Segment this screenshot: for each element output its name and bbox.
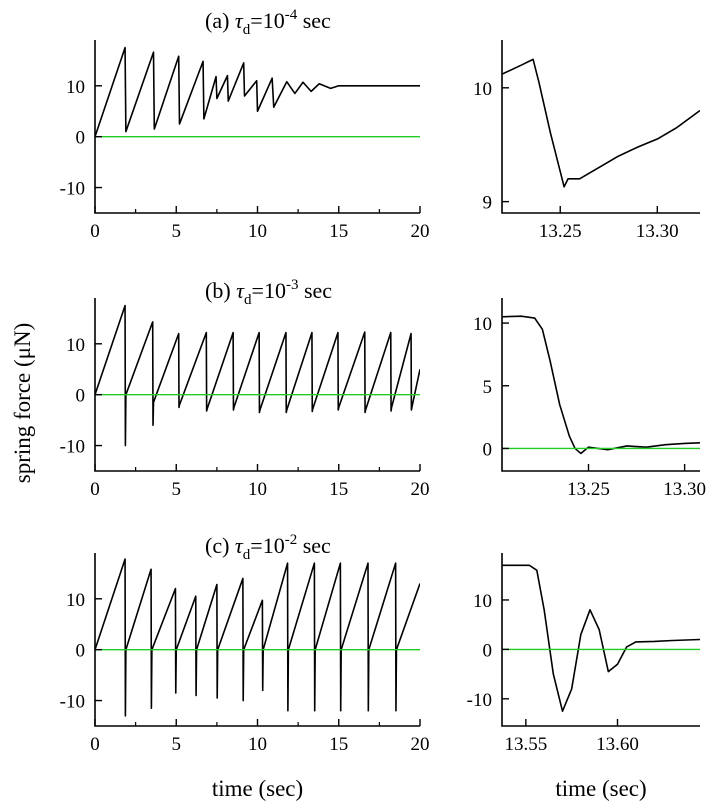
a-main-series-0-force-line	[95, 46, 420, 137]
b-main-y-tick-label: 10	[66, 335, 85, 356]
a-main-x-tick-label: 15	[329, 221, 348, 242]
c-main-series-0-force-line	[95, 558, 420, 717]
c-main-x-axis-label: time (sec)	[212, 776, 303, 801]
b-main-x-tick-label: 0	[90, 479, 100, 500]
b-main-x-tick-label: 5	[172, 479, 182, 500]
c-main-x-tick-label: 0	[90, 734, 100, 755]
a-main-x-tick-label: 20	[411, 221, 430, 242]
a-main-x-tick-label: 5	[172, 221, 182, 242]
b-zoom-y-tick-label: 0	[483, 439, 493, 460]
shared-y-axis-label: spring force (μN)	[10, 323, 35, 484]
a-zoom-y-tick-label: 10	[473, 79, 492, 100]
c-main-y-tick-label: 10	[66, 590, 85, 611]
panel-b-title: (b) τd=10-3 sec	[205, 277, 332, 308]
c-zoom-y-tick-label: 10	[473, 591, 492, 612]
c-main-x-tick-label: 5	[172, 734, 182, 755]
c-zoom-x-tick-label: 13.55	[504, 734, 547, 755]
c-zoom-x-axis-label: time (sec)	[555, 776, 646, 801]
a-main-x-tick-label: 10	[248, 221, 267, 242]
b-main-x-tick-label: 20	[411, 479, 430, 500]
c-main-y-tick-label: -10	[60, 692, 85, 713]
panel-c-zoom-chart: 13.55 13.60 -10 0 10 time (sec)	[467, 553, 700, 801]
a-zoom-x-tick-label: 13.30	[636, 221, 679, 242]
b-main-x-tick-label: 10	[248, 479, 267, 500]
b-zoom-series-0-force-line	[502, 315, 700, 455]
panel-c-title: (c) τd=10-2 sec	[205, 532, 331, 563]
a-main-x-tick-label: 0	[90, 221, 100, 242]
a-zoom-y-tick-label: 9	[483, 193, 493, 214]
panel-b-zoom-chart: 13.25 13.30 0 5 10	[473, 298, 706, 500]
a-main-y-tick-label: 10	[66, 77, 85, 98]
b-main-series-0-force-line	[95, 304, 420, 447]
c-zoom-series-0-force-line	[502, 564, 700, 712]
b-zoom-y-tick-label: 10	[473, 314, 492, 335]
a-main-y-tick-label: 0	[76, 128, 86, 149]
b-main-axes	[94, 298, 420, 472]
b-main-y-tick-label: -10	[60, 437, 85, 458]
b-main-x-tick-label: 15	[329, 479, 348, 500]
panel-a-zoom-chart: 13.25 13.30 9 10	[473, 40, 700, 242]
c-zoom-y-tick-label: -10	[467, 690, 492, 711]
panel-a-title: (a) τd=10-4 sec	[205, 7, 331, 38]
a-main-axes	[94, 40, 420, 214]
c-main-x-tick-label: 15	[329, 734, 348, 755]
c-main-y-tick-label: 0	[76, 641, 86, 662]
b-zoom-x-tick-label: 13.30	[663, 479, 706, 500]
a-zoom-axes	[501, 40, 700, 214]
c-zoom-y-tick-label: 0	[483, 640, 493, 661]
b-zoom-axes	[501, 298, 700, 472]
c-main-x-tick-label: 10	[248, 734, 267, 755]
b-zoom-y-tick-label: 5	[483, 377, 493, 398]
c-zoom-x-tick-label: 13.60	[596, 734, 639, 755]
a-zoom-series-0-force-line	[502, 58, 700, 188]
b-zoom-x-tick-label: 13.25	[567, 479, 610, 500]
b-main-y-tick-label: 0	[76, 386, 86, 407]
a-zoom-x-tick-label: 13.25	[539, 221, 582, 242]
c-zoom-axes	[501, 553, 700, 727]
a-main-y-tick-label: -10	[60, 179, 85, 200]
c-main-x-tick-label: 20	[411, 734, 430, 755]
